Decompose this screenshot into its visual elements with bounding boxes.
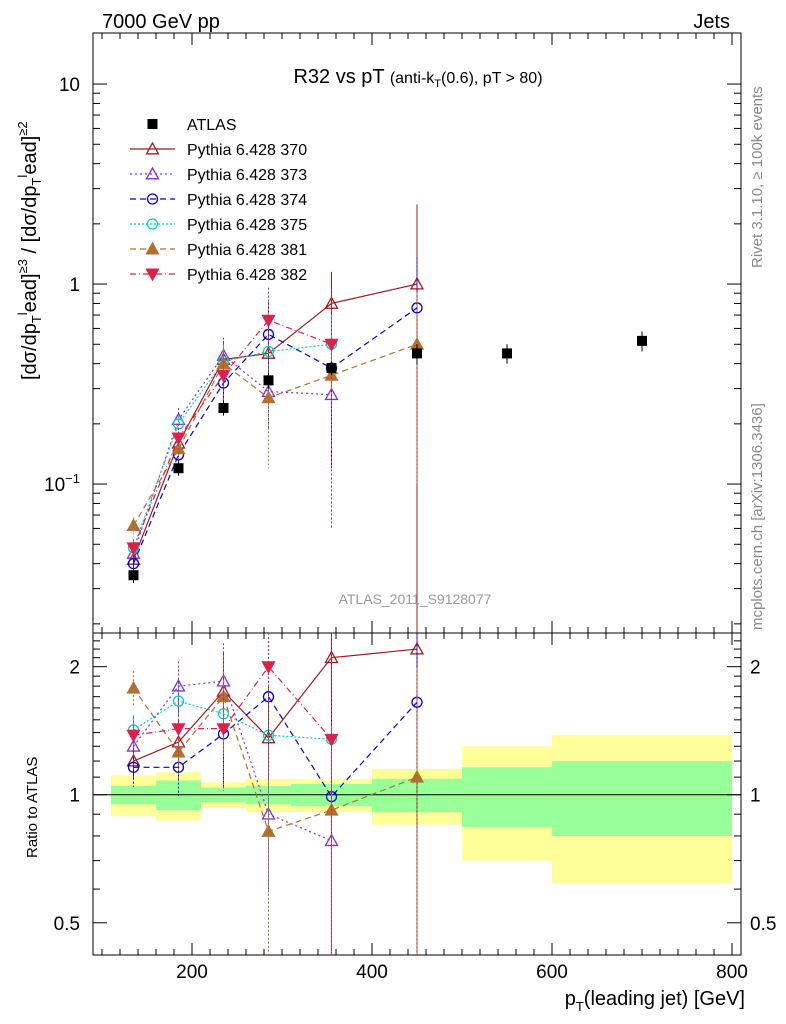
legend-entry: Pythia 6.428 370	[130, 141, 307, 159]
main-axis-ticks: 10 1 10−1	[44, 33, 741, 633]
legend-marker	[147, 119, 158, 129]
series-ratio-point	[261, 824, 276, 837]
series-ratio-line	[133, 695, 418, 798]
legend-label: Pythia 6.428 373	[187, 167, 307, 184]
series-ratio-point	[409, 769, 425, 783]
series-ratio-point	[126, 680, 141, 694]
legend-marker	[145, 141, 160, 155]
series-ratio-line	[133, 665, 332, 740]
legend-marker	[146, 193, 159, 205]
series-3	[127, 315, 338, 841]
mcplots-label: mcplots.cern.ch [arXiv:1306.3436]	[749, 403, 766, 630]
legend-label: Pythia 6.428 381	[187, 242, 307, 259]
analysis-id: ATLAS_2011_S9128077	[339, 591, 492, 607]
ratio-axis-ticks: 200 400 600 800 2 2 1 1 0.5 0.5	[54, 633, 776, 983]
series-point	[261, 390, 276, 404]
series-line	[132, 307, 418, 564]
series-5	[126, 287, 339, 955]
series-point	[126, 518, 141, 532]
atlas-point	[326, 363, 337, 374]
series-ratio-point	[126, 729, 141, 743]
series-atlas	[128, 331, 647, 584]
legend-label: Pythia 6.428 382	[187, 267, 307, 284]
ratio-tick-label-right: 0.5	[750, 914, 776, 935]
ratio-band-stat	[462, 767, 552, 827]
ratio-y-axis-label: Ratio to ATLAS	[24, 757, 41, 858]
legend-entry: Pythia 6.428 374	[130, 192, 307, 209]
series-ratio-point	[324, 733, 339, 747]
y-tick-label: 10−1	[44, 471, 80, 496]
legend-marker	[145, 166, 160, 180]
series-ratio-point	[127, 761, 140, 773]
series-ratio-line	[133, 687, 418, 833]
series-line	[132, 319, 332, 549]
series-line	[132, 343, 418, 526]
atlas-point	[412, 348, 422, 359]
ratio-tick-label-right: 2	[750, 658, 761, 679]
ratio-bands	[111, 735, 732, 884]
legend-label: Pythia 6.428 374	[187, 192, 307, 209]
series-point	[324, 338, 339, 352]
plot-title: R32 vs pT (anti-kT(0.6), pT > 80)	[293, 66, 542, 90]
series-ratio-point	[171, 723, 186, 736]
ratio-tick-label-left: 0.5	[54, 914, 80, 935]
ratio-tick-label-left: 1	[69, 786, 80, 807]
header-left: 7000 GeV pp	[102, 11, 220, 33]
legend-entry: Pythia 6.428 373	[130, 166, 307, 184]
atlas-point	[263, 375, 274, 386]
x-axis-label: pT(leading jet) [GeV]	[565, 988, 745, 1014]
series-line	[132, 283, 418, 560]
legend-entry: Pythia 6.428 381	[130, 241, 307, 259]
legend-label: Pythia 6.428 375	[187, 217, 307, 234]
ratio-band-stat	[552, 761, 732, 836]
series-point	[171, 432, 186, 446]
legend-label: Pythia 6.428 370	[187, 142, 307, 159]
x-tick-label: 200	[176, 962, 208, 983]
series-ratio-point	[172, 695, 185, 707]
series-point	[216, 369, 231, 383]
legend-marker	[145, 268, 160, 282]
y-axis-label: [dσ/dpTlead]≥3 / [dσ/dpTlead]≥2	[15, 121, 44, 380]
series-ratio-point	[261, 661, 276, 675]
atlas-point	[218, 403, 229, 414]
series-1	[126, 337, 339, 955]
y-tick-label: 1	[69, 275, 80, 296]
legend-marker	[145, 241, 160, 255]
series-4	[126, 293, 425, 955]
x-tick-label: 400	[356, 962, 388, 983]
series-point	[409, 276, 425, 290]
atlas-point	[502, 348, 512, 359]
series-ratio-line	[133, 700, 332, 740]
atlas-point	[128, 570, 139, 581]
series-point	[324, 296, 339, 309]
series-point	[261, 314, 276, 328]
legend-entry: ATLAS	[147, 117, 237, 134]
ratio-tick-label-left: 2	[69, 658, 80, 679]
legend: ATLAS Pythia 6.428 370 Pythia 6.428 373 Pyt…	[130, 117, 307, 284]
series-ratio-point	[216, 723, 231, 736]
legend-entry: Pythia 6.428 382	[130, 267, 307, 284]
legend-marker	[146, 218, 159, 230]
series-layer	[126, 204, 647, 955]
legend-label: ATLAS	[187, 117, 237, 134]
rivet-label: Rivet 3.1.10, ≥ 100k events	[749, 86, 766, 268]
y-tick-label: 10	[59, 75, 80, 96]
atlas-point	[637, 335, 647, 346]
series-point	[261, 346, 276, 359]
atlas-point	[173, 463, 184, 474]
series-0	[126, 204, 425, 955]
ratio-tick-label-right: 1	[750, 786, 761, 807]
legend-entry: Pythia 6.428 375	[130, 217, 307, 234]
series-point	[126, 542, 141, 556]
header-right: Jets	[693, 11, 730, 33]
series-line	[132, 354, 332, 554]
series-ratio-point	[171, 678, 186, 692]
series-line	[132, 343, 332, 549]
x-tick-label: 800	[716, 962, 748, 983]
x-tick-label: 600	[536, 962, 568, 983]
